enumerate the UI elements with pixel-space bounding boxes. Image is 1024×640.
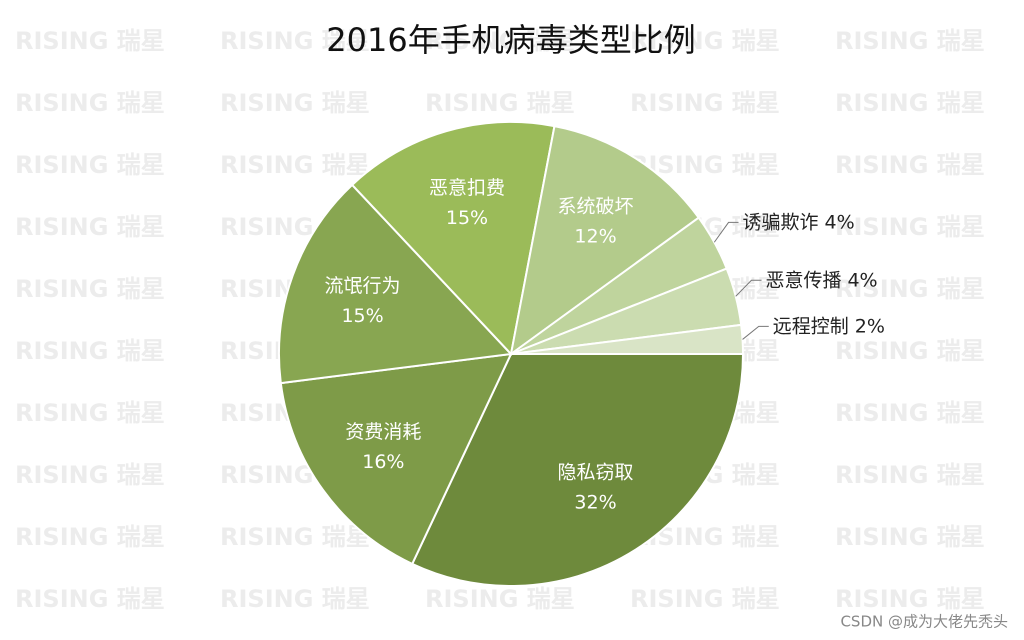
- credit: CSDN @成为大佬先秃头: [840, 613, 1008, 631]
- slice-label: 流氓行为: [325, 275, 401, 297]
- watermark: RISING 瑞星: [15, 337, 165, 365]
- watermark: RISING 瑞星: [425, 585, 575, 613]
- slice-value-label: 4%: [847, 269, 877, 291]
- watermark: RISING 瑞星: [835, 275, 985, 303]
- watermark: RISING 瑞星: [630, 585, 780, 613]
- watermark: RISING 瑞星: [835, 337, 985, 365]
- watermark: RISING 瑞星: [220, 89, 370, 117]
- chart-title: 2016年手机病毒类型比例: [326, 21, 695, 59]
- watermark: RISING 瑞星: [220, 27, 370, 55]
- watermark: RISING 瑞星: [15, 523, 165, 551]
- watermark: RISING 瑞星: [835, 585, 985, 613]
- leader-line: [713, 221, 739, 243]
- slice-value-label: 15%: [446, 207, 488, 229]
- watermark: RISING 瑞星: [15, 461, 165, 489]
- watermark: RISING 瑞星: [835, 27, 985, 55]
- watermark: RISING 瑞星: [220, 585, 370, 613]
- watermark-layer: RISING 瑞星 RISING 瑞星 RISING 瑞星 RISING 瑞星 RISI…: [15, 27, 985, 613]
- watermark: RISING 瑞星: [220, 523, 370, 551]
- slice-value-label: 15%: [341, 305, 383, 327]
- slice-label: 系统破坏: [558, 195, 634, 217]
- watermark: RISING 瑞星: [15, 213, 165, 241]
- pie-slice: [279, 352, 513, 566]
- slice-label: 诱骗欺诈: [743, 211, 819, 233]
- watermark: RISING 瑞星: [15, 275, 165, 303]
- watermark: RISING 瑞星: [15, 151, 165, 179]
- watermark: RISING 瑞星: [15, 585, 165, 613]
- outside-label: 诱骗欺诈 4%: [743, 211, 855, 233]
- watermark: RISING 瑞星: [630, 89, 780, 117]
- slice-value-label: 2%: [855, 315, 885, 337]
- watermark: RISING 瑞星: [835, 461, 985, 489]
- watermark: RISING 瑞星: [835, 151, 985, 179]
- slice-value-label: 4%: [825, 211, 855, 233]
- slice-value-label: 16%: [362, 451, 404, 473]
- slice-label: 远程控制: [773, 315, 849, 337]
- watermark: RISING 瑞星: [835, 89, 985, 117]
- slice-label: 隐私窃取: [558, 462, 634, 484]
- slice-label: 恶意扣费: [429, 177, 505, 199]
- pie-slice: [410, 353, 745, 587]
- pie-slice: [350, 121, 556, 357]
- outside-label: 恶意传播 4%: [765, 269, 877, 291]
- watermark: RISING 瑞星: [835, 213, 985, 241]
- watermark: RISING 瑞星: [425, 89, 575, 117]
- watermark: RISING 瑞星: [15, 399, 165, 427]
- outside-label: 远程控制 2%: [773, 315, 885, 337]
- slice-value-label: 12%: [574, 225, 616, 247]
- watermark: RISING 瑞星: [425, 27, 575, 55]
- watermark: RISING 瑞星: [15, 89, 165, 117]
- watermark: RISING 瑞星: [835, 399, 985, 427]
- leader-line: [735, 279, 762, 297]
- slice-label: 恶意传播: [765, 269, 841, 291]
- slice-label: 资费消耗: [345, 421, 421, 443]
- leader-line: [742, 325, 769, 340]
- watermark: RISING 瑞星: [630, 27, 780, 55]
- pie: 隐私窃取 32% 资费消耗 16% 流氓行为 15% 恶意扣费 15% 系统破坏 12% 诱骗欺诈 4…: [278, 121, 885, 587]
- watermark: RISING 瑞星: [220, 151, 370, 179]
- watermark: RISING 瑞星: [15, 27, 165, 55]
- pie-slice: [278, 183, 514, 385]
- watermark: RISING 瑞星: [835, 523, 985, 551]
- pie-slice: [509, 124, 701, 357]
- slice-value-label: 32%: [574, 492, 616, 514]
